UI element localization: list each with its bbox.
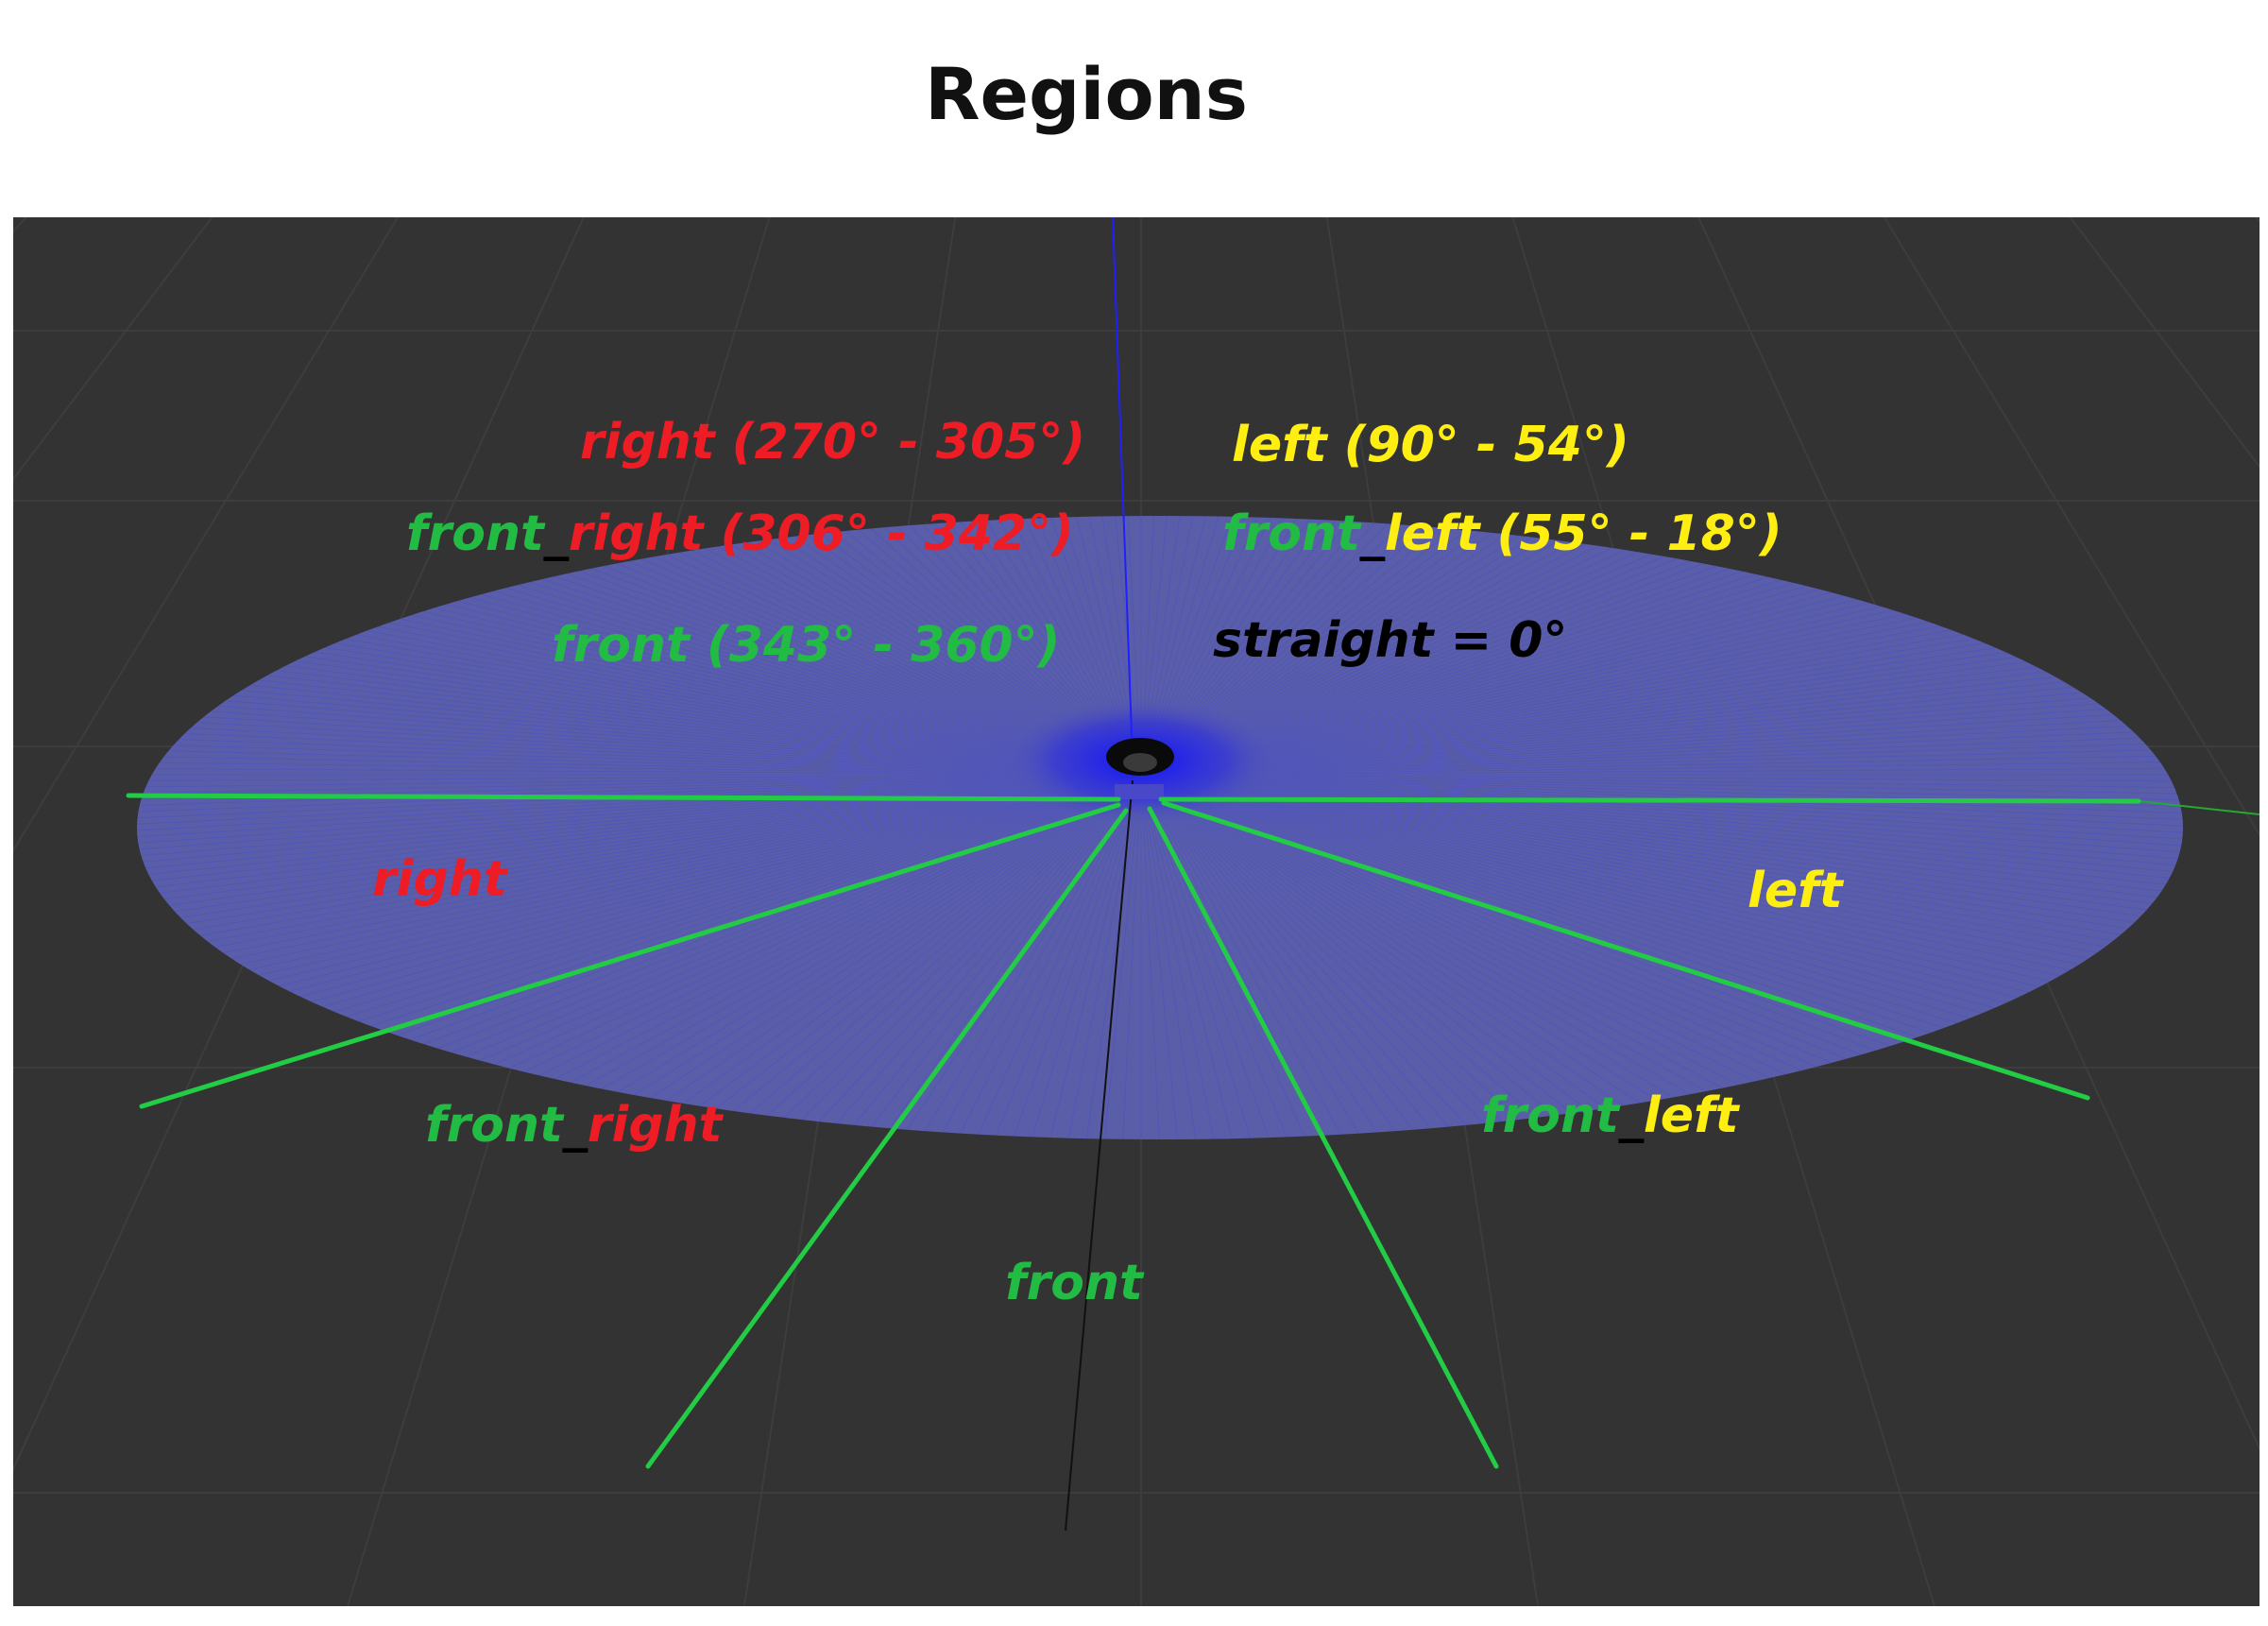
region-label-front-right-right: right bbox=[588, 1097, 725, 1154]
region-label-front-right-front: front bbox=[425, 1097, 565, 1154]
label-front-right-range-front: front bbox=[406, 505, 546, 562]
label-front-left-range-degrees: (55° - 18°) bbox=[1479, 505, 1782, 562]
label-left-range-degrees: (90° - 54°) bbox=[1327, 417, 1629, 473]
label-front-right-range-right: right bbox=[569, 505, 706, 562]
label-front-left-range: front_left (55° - 18°) bbox=[1222, 505, 1782, 562]
region-label-front-left-left: left bbox=[1644, 1087, 1741, 1144]
label-front-left-range-left: left bbox=[1385, 505, 1482, 562]
region-boundaries bbox=[126, 793, 2141, 1469]
3d-viewport[interactable]: right (270° - 305°) left (90° - 54°) fro… bbox=[13, 217, 2259, 1606]
robot-base bbox=[1115, 784, 1164, 799]
label-front-right-range: front_right (306° - 342°) bbox=[406, 505, 1074, 562]
region-label-front-left-sep: _ bbox=[1618, 1087, 1645, 1144]
z-axis-line bbox=[1112, 217, 1134, 762]
label-left-range-name: left bbox=[1232, 417, 1329, 473]
boundary-line-left-horizontal bbox=[126, 793, 1121, 802]
label-front-left-range-sep: _ bbox=[1359, 505, 1386, 562]
label-front-left-range-front: front bbox=[1222, 505, 1362, 562]
region-label-front-right-sep: _ bbox=[562, 1097, 588, 1154]
robot-sensor-top bbox=[1123, 753, 1157, 772]
label-right-range-name: right bbox=[580, 414, 717, 471]
scan-rays bbox=[137, 516, 2183, 1139]
label-front-right-range-degrees: (306° - 342°) bbox=[703, 505, 1074, 562]
label-left-range: left (90° - 54°) bbox=[1232, 417, 1629, 473]
y-axis-line bbox=[2138, 800, 2259, 815]
boundary-line-right-horizontal bbox=[1158, 796, 2141, 804]
region-label-front-left: front_left bbox=[1481, 1087, 1741, 1144]
region-label-left: left bbox=[1748, 863, 1845, 919]
boundary-line-front-left-left bbox=[1161, 800, 2090, 1101]
floor-grid bbox=[13, 217, 2259, 1606]
laser-scan-scene: right (270° - 305°) left (90° - 54°) fro… bbox=[13, 217, 2259, 1606]
page-title: Regions bbox=[924, 52, 1249, 136]
region-label-front-right: front_right bbox=[425, 1097, 725, 1154]
boundary-line-front-right-front bbox=[645, 808, 1129, 1469]
label-front-range: front (343° - 360°) bbox=[552, 617, 1060, 674]
label-front-right-range-sep: _ bbox=[543, 505, 570, 562]
region-label-right: right bbox=[372, 851, 509, 908]
label-right-range: right (270° - 305°) bbox=[580, 414, 1085, 471]
x-axis-line bbox=[1065, 779, 1134, 1532]
boundary-line-front-front-left bbox=[1147, 806, 1499, 1469]
region-label-front: front bbox=[1005, 1255, 1145, 1311]
region-label-front-left-front: front bbox=[1481, 1087, 1621, 1144]
label-right-range-degrees: (270° - 305°) bbox=[715, 414, 1086, 471]
label-straight: straight = 0° bbox=[1213, 612, 1567, 669]
boundary-line-right-front-right bbox=[139, 802, 1121, 1109]
